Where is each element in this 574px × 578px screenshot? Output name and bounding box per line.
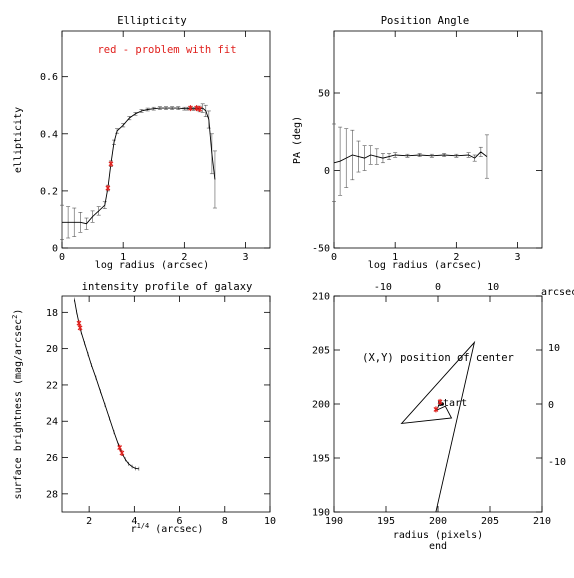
intensity-y-tick-label: 20 bbox=[46, 344, 58, 355]
center-problem-point bbox=[433, 406, 439, 413]
position-angle-y-tick-label: -50 bbox=[312, 244, 330, 255]
position-angle-x-tick-label: 2 bbox=[453, 252, 459, 263]
position-angle-ylabel: PA (deg) bbox=[292, 116, 303, 164]
position-angle-y-tick-label: 0 bbox=[324, 166, 330, 177]
center-y-tick-label: 210 bbox=[312, 292, 330, 303]
center-right-tick-label: -10 bbox=[548, 457, 566, 468]
problem-note: red - problem with fit bbox=[97, 44, 236, 56]
ellipticity-panel: Ellipticity red - problem with fit log r… bbox=[13, 15, 237, 271]
intensity-problem-point bbox=[77, 324, 83, 331]
ellipticity-x-tick-label: 1 bbox=[120, 252, 126, 263]
intensity-xlabel-rest: (arcsec) bbox=[149, 524, 203, 535]
center-y-tick-label: 190 bbox=[312, 508, 330, 519]
intensity-y-tick-label: 24 bbox=[46, 417, 58, 428]
intensity-x-tick-label: 10 bbox=[264, 516, 276, 527]
position-angle-y-tick-label: 50 bbox=[318, 89, 330, 100]
intensity-x-tick-label: 2 bbox=[86, 516, 92, 527]
position-angle-frame bbox=[333, 30, 543, 249]
center-start-label: start bbox=[437, 398, 467, 409]
ellipticity-x-tick-label: 0 bbox=[59, 252, 65, 263]
position-angle-panel: Position Angle log radius (arcsec) PA (d… bbox=[292, 15, 482, 271]
center-track-line bbox=[400, 340, 476, 513]
ellipticity-y-tick-label: 0.4 bbox=[40, 129, 58, 140]
intensity-xlabel-sup: 1/4 bbox=[137, 522, 150, 530]
intensity-x-tick-label: 8 bbox=[222, 516, 228, 527]
ellipticity-y-tick-label: 0.6 bbox=[40, 72, 58, 83]
center-top-tick-label: 0 bbox=[435, 282, 441, 293]
intensity-y-tick-label: 28 bbox=[46, 489, 58, 500]
intensity-x-tick-label: 4 bbox=[131, 516, 137, 527]
ellipticity-problem-point bbox=[188, 105, 193, 112]
intensity-xlabel-main: r bbox=[131, 524, 137, 535]
center-x-tick-label: 195 bbox=[377, 516, 395, 527]
position-angle-x-tick-label: 1 bbox=[392, 252, 398, 263]
center-problem-point bbox=[437, 398, 443, 405]
intensity-line bbox=[73, 299, 139, 470]
center-end-label: end bbox=[429, 541, 447, 552]
ellipticity-ylabel: ellipticity bbox=[13, 107, 24, 173]
ellipticity-title: Ellipticity bbox=[117, 15, 187, 27]
intensity-y-tick-label: 26 bbox=[46, 453, 58, 464]
center-y-tick-label: 195 bbox=[312, 454, 330, 465]
ellipticity-xlabel: log radius (arcsec) bbox=[95, 260, 209, 271]
intensity-y-tick-label: 18 bbox=[46, 308, 58, 319]
center-y-tick-label: 205 bbox=[312, 346, 330, 357]
intensity-xlabel: r1/4 (arcsec) bbox=[131, 522, 204, 535]
center-top-tick-label: 10 bbox=[487, 282, 499, 293]
position-angle-x-tick-label: 3 bbox=[515, 252, 521, 263]
position-angle-line bbox=[333, 151, 488, 164]
intensity-y-tick-label: 22 bbox=[46, 380, 58, 391]
center-top-label: arcsec bbox=[541, 287, 574, 298]
position-angle-x-tick-label: 0 bbox=[331, 252, 337, 263]
intensity-title: intensity profile of galaxy bbox=[82, 281, 253, 293]
intensity-problem-point bbox=[117, 444, 123, 451]
center-xlabel: radius (pixels) bbox=[393, 530, 483, 541]
intensity-problem-point bbox=[119, 450, 125, 457]
intensity-frame bbox=[61, 295, 271, 513]
ellipticity-y-tick-label: 0.2 bbox=[40, 186, 58, 197]
ellipticity-problem-point bbox=[197, 105, 203, 112]
center-top-tick-label: -10 bbox=[374, 282, 392, 293]
center-x-tick-label: 205 bbox=[481, 516, 499, 527]
ellipticity-y-tick-label: 0 bbox=[52, 244, 58, 255]
center-y-tick-label: 200 bbox=[312, 400, 330, 411]
center-title: (X,Y) position of center bbox=[362, 352, 514, 364]
ellipticity-problem-point bbox=[105, 185, 111, 192]
intensity-ylabel-sup: 2 bbox=[11, 315, 19, 319]
ellipticity-frame bbox=[61, 30, 271, 249]
center-x-tick-label: 190 bbox=[325, 516, 343, 527]
intensity-problem-point bbox=[76, 320, 82, 327]
ellipticity-x-tick-label: 2 bbox=[181, 252, 187, 263]
intensity-ylabel-main: surface brightness (mag/arcsec bbox=[13, 319, 24, 500]
center-right-tick-label: 10 bbox=[548, 343, 560, 354]
center-x-tick-label: 210 bbox=[533, 516, 551, 527]
ellipticity-problem-point bbox=[108, 160, 114, 167]
intensity-ylabel: surface brightness (mag/arcsec2) bbox=[11, 309, 24, 500]
ellipticity-line bbox=[62, 107, 216, 225]
intensity-ylabel-rest: ) bbox=[13, 309, 24, 315]
position-angle-xlabel: log radius (arcsec) bbox=[368, 260, 482, 271]
center-x-tick-label: 200 bbox=[429, 516, 447, 527]
ellipticity-x-tick-label: 3 bbox=[243, 252, 249, 263]
intensity-panel: intensity profile of galaxy r1/4 (arcsec… bbox=[11, 281, 252, 535]
center-panel: (X,Y) position of center radius (pixels)… bbox=[362, 287, 574, 552]
position-angle-title: Position Angle bbox=[381, 15, 470, 27]
center-right-tick-label: 0 bbox=[548, 400, 554, 411]
intensity-x-tick-label: 6 bbox=[177, 516, 183, 527]
